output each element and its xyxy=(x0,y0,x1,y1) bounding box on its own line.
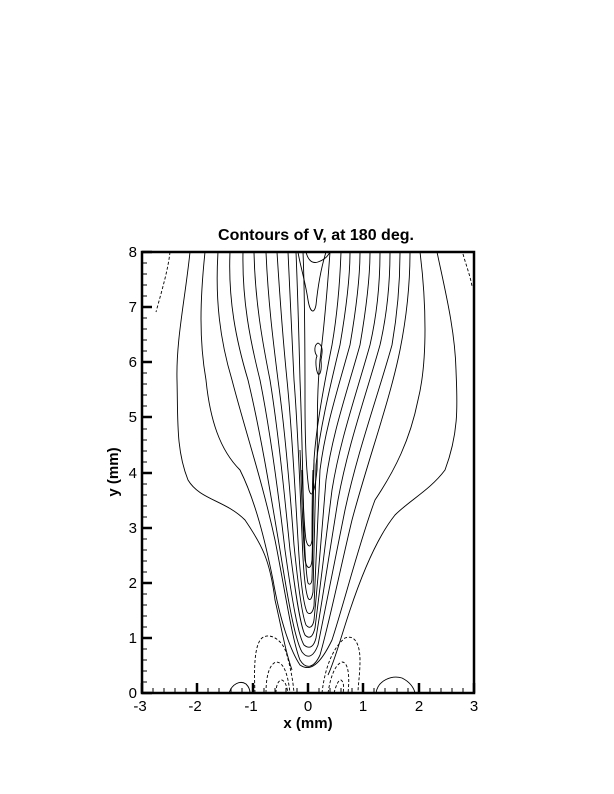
chart-title: Contours of V, at 180 deg. xyxy=(218,227,414,244)
contour-line xyxy=(216,251,411,667)
positive-contours xyxy=(176,251,458,694)
contour-line xyxy=(297,251,327,312)
x-axis xyxy=(140,683,476,693)
y-tick-label: 6 xyxy=(129,354,137,371)
contour-line xyxy=(200,251,426,669)
x-tick-label: -2 xyxy=(188,698,201,715)
plot-area: 0 1 2 3 4 5 6 7 8 -3 -2 -1 0 1 2 3 x (mm… xyxy=(105,244,478,732)
negative-contours xyxy=(155,251,473,694)
contour-line xyxy=(287,251,351,601)
x-axis-label: x (mm) xyxy=(283,715,332,732)
y-tick-labels: 0 1 2 3 4 5 6 7 8 xyxy=(129,244,137,702)
contour-line xyxy=(276,251,361,615)
contour-line-dashed xyxy=(254,635,295,694)
contour-line xyxy=(301,469,314,547)
contour-line xyxy=(302,251,331,495)
contour-line xyxy=(176,251,293,671)
contour-line xyxy=(299,449,315,568)
contour-line xyxy=(265,251,371,628)
contour-line xyxy=(314,342,323,375)
x-tick-label: 0 xyxy=(304,698,312,715)
contour-line-dashed xyxy=(321,636,361,694)
y-axis xyxy=(142,250,152,695)
contour-line xyxy=(253,251,381,638)
contour-line xyxy=(327,251,458,676)
y-axis-label: y (mm) xyxy=(105,447,122,496)
y-tick-label: 0 xyxy=(129,685,137,702)
x-tick-label: 3 xyxy=(470,698,478,715)
contour-line-dashed xyxy=(155,251,171,313)
x-tick-label: -3 xyxy=(133,698,146,715)
contour-line xyxy=(242,251,391,648)
contour-line xyxy=(228,682,251,694)
x-tick-label: 2 xyxy=(415,698,423,715)
contour-line xyxy=(295,251,342,585)
x-tick-label: 1 xyxy=(359,698,367,715)
x-tick-label: -1 xyxy=(244,698,257,715)
contour-line-dashed xyxy=(275,679,289,694)
y-tick-label: 4 xyxy=(129,465,137,482)
x-tick-labels: -3 -2 -1 0 1 2 3 xyxy=(133,698,478,715)
y-tick-label: 1 xyxy=(129,630,137,647)
contour-line xyxy=(305,251,331,263)
contour-line-dashed xyxy=(265,661,291,694)
contour-line-dashed xyxy=(333,679,345,694)
y-tick-label: 2 xyxy=(129,575,137,592)
y-tick-label: 7 xyxy=(129,299,137,316)
contour-line xyxy=(375,676,416,694)
contour-line-dashed xyxy=(327,661,350,694)
contour-line xyxy=(229,251,401,657)
y-tick-label: 8 xyxy=(129,244,137,261)
y-tick-label: 3 xyxy=(129,520,137,537)
y-tick-label: 5 xyxy=(129,409,137,426)
contour-line-dashed xyxy=(462,253,473,287)
